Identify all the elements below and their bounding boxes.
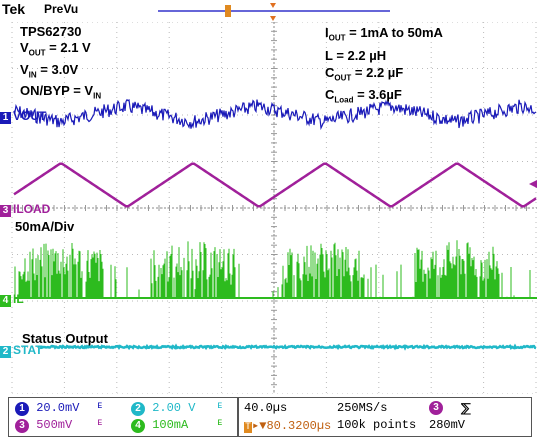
vout-trace xyxy=(13,98,537,131)
ch3-badge: 3 xyxy=(15,419,29,433)
il-trace xyxy=(14,240,531,298)
scope-status-bar: Tek PreVu xyxy=(0,0,537,22)
graticule xyxy=(11,21,537,395)
ch4-scale: 100mA xyxy=(152,418,189,432)
brand-logo: Tek xyxy=(2,1,26,17)
trigger-channel-badge: 3 xyxy=(429,401,443,415)
ch4-marker[interactable]: 4 IL xyxy=(0,292,24,307)
trigger-position-readout: T▸▼80.3200µs xyxy=(244,419,332,433)
trigger-icon: T xyxy=(244,422,253,433)
acquisition-mode: PreVu xyxy=(44,2,79,16)
left-annotation: TPS62730 VOUT = 2.1 V VIN = 3.0V ON/BYP … xyxy=(20,24,102,101)
ch3-scale: 500mV xyxy=(36,418,73,432)
ch1-scale: 20.0mV xyxy=(36,401,80,415)
ch1-badge: 1 xyxy=(15,402,29,416)
stat-trace xyxy=(39,343,537,351)
ch1-marker[interactable]: 1 VOUT xyxy=(0,109,46,124)
bw-icon: ᴇ xyxy=(97,401,104,412)
iload-trace xyxy=(13,162,537,208)
timebase-panel[interactable]: 40.0µs 250MS/s 3 ⅀ T▸▼80.3200µs 100k poi… xyxy=(238,397,532,437)
timebase-readout: 40.0µs xyxy=(244,401,288,415)
record-position-bar[interactable] xyxy=(0,0,537,22)
trigger-level-readout: 280mV xyxy=(429,418,466,432)
current-scale-label: 50mA/Div xyxy=(15,219,75,234)
waveform-display[interactable]: TPS62730 VOUT = 2.1 V VIN = 3.0V ON/BYP … xyxy=(0,21,537,395)
readout-panel: 1 20.0mV ᴇ 2 2.00 V ᴇ 3 500mV ᴇ 4 100mA … xyxy=(0,397,537,437)
ch2-scale: 2.00 V xyxy=(152,401,196,415)
bw-icon: ᴇ xyxy=(217,401,224,412)
ch2-badge: 2 xyxy=(131,402,145,416)
ch4-badge: 4 xyxy=(131,419,145,433)
status-output-label: Status Output xyxy=(22,331,108,346)
record-length-readout: 100k points xyxy=(337,418,417,432)
ch2-marker[interactable]: 2 STAT xyxy=(0,343,43,358)
channel-scale-panel[interactable]: 1 20.0mV ᴇ 2 2.00 V ᴇ 3 500mV ᴇ 4 100mA … xyxy=(8,397,238,437)
sample-rate-readout: 250MS/s xyxy=(337,401,388,415)
right-annotation: IOUT = 1mA to 50mA L = 2.2 µH COUT = 2.2… xyxy=(325,25,443,105)
bw-icon: ᴇ xyxy=(217,418,224,429)
waveforms xyxy=(13,98,537,351)
rising-edge-icon: ⅀ xyxy=(461,402,471,416)
trigger-level-marker xyxy=(529,180,537,188)
bw-icon: ᴇ xyxy=(97,418,104,429)
ch3-marker[interactable]: 3 ILOAD xyxy=(0,202,50,217)
